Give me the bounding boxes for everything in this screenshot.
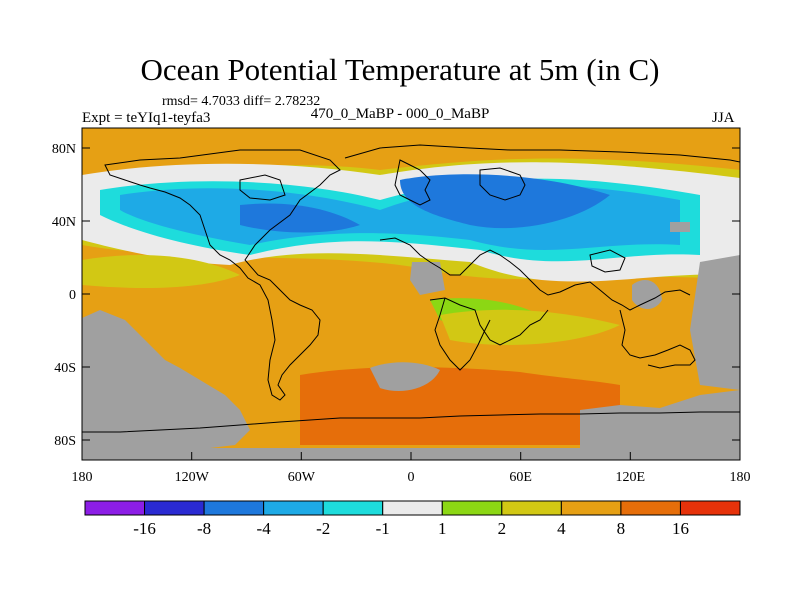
lon-tick-label: 60E	[509, 470, 532, 485]
outline-north-arctic	[344, 144, 740, 163]
experiment-label: Expt = teYIq1-teyfa3	[82, 110, 211, 126]
outline-east-island	[589, 249, 626, 273]
lat-tick-label: 80N	[52, 142, 76, 157]
lon-tick-label: 180	[72, 470, 93, 485]
land-antarctic-east	[580, 390, 740, 448]
colorbar-swatch	[620, 500, 681, 516]
land-small-north	[670, 222, 690, 232]
lon-tick-marks	[81, 452, 741, 460]
land-pacific-south	[82, 310, 250, 448]
outline-africa-north	[429, 297, 549, 346]
lat-tick-label: 80S	[54, 434, 76, 449]
cool-anomaly-strong-pacific	[240, 203, 360, 233]
lat-tick-label: 0	[69, 288, 76, 303]
colorbar-swatch	[679, 500, 741, 516]
colorbar	[84, 500, 741, 516]
colorbar-tick-label: 4	[557, 519, 566, 538]
colorbar-swatch	[144, 500, 205, 516]
colorbar-tick-label: 1	[438, 519, 447, 538]
colorbar-swatch	[84, 500, 146, 516]
continent-outlines	[82, 144, 740, 433]
colorbar-tick-label: -16	[133, 519, 156, 538]
colorbar-tick-label: 8	[617, 519, 626, 538]
equatorial-yellow-patch	[82, 255, 240, 288]
lon-tick-label: 180	[730, 470, 751, 485]
colorbar-swatch	[382, 500, 443, 516]
outline-africa-west	[434, 297, 491, 371]
colorbar-tick-label: -8	[197, 519, 211, 538]
rmsd-diff-stats: rmsd= 4.7033 diff= 2.78232	[162, 94, 321, 109]
lon-tick-label: 0	[408, 470, 415, 485]
lat-tick-label: 40S	[54, 361, 76, 376]
colorbar-swatch	[322, 500, 384, 516]
colorbar-labels: -16 -8 -4 -2 -1 1 2 4 8 16	[133, 519, 689, 538]
longitude-labels: 180 120W 60W 0 60E 120E 180	[72, 470, 751, 485]
land-south-central	[370, 362, 440, 391]
tropical-yellow-patch	[440, 309, 620, 345]
lon-tick-label: 120E	[616, 470, 646, 485]
colorbar-swatch	[560, 500, 622, 516]
outline-americas-west	[104, 149, 341, 401]
latitude-labels: 80N 40N 0 40S 80S	[52, 142, 76, 449]
colorbar-tick-label: 16	[672, 519, 689, 538]
lon-tick-label: 60W	[288, 470, 316, 485]
lat-tick-marks	[82, 147, 740, 441]
lat-tick-label: 40N	[52, 215, 76, 230]
lon-tick-label: 120W	[175, 470, 210, 485]
outline-antarctic	[82, 411, 740, 433]
land-east-margin	[690, 255, 740, 390]
colorbar-tick-label: 2	[498, 519, 507, 538]
outline-eurasia-south	[379, 237, 691, 311]
southern-warm-anomaly	[300, 367, 620, 445]
outline-east-coast	[619, 309, 696, 369]
season-label: JJA	[712, 110, 735, 126]
outline-north-island-2	[479, 167, 526, 201]
cool-anomaly-strong-eurasia	[400, 174, 610, 229]
colorbar-swatch	[441, 500, 503, 516]
land-equatorial-island	[410, 262, 445, 295]
plot-title: Ocean Potential Temperature at 5m (in C)	[140, 52, 660, 87]
colorbar-swatch	[263, 500, 324, 516]
colorbar-swatch	[501, 500, 562, 516]
colorbar-tick-label: -2	[316, 519, 330, 538]
colorbar-swatch	[203, 500, 265, 516]
map-field	[82, 128, 740, 460]
colorbar-tick-label: -4	[257, 519, 272, 538]
colorbar-tick-label: -1	[376, 519, 390, 538]
outline-north-island-1	[394, 159, 431, 206]
outline-north-island-3	[239, 174, 286, 201]
land-east-island	[632, 280, 662, 309]
period-subtitle: 470_0_MaBP - 000_0_MaBP	[310, 106, 490, 122]
